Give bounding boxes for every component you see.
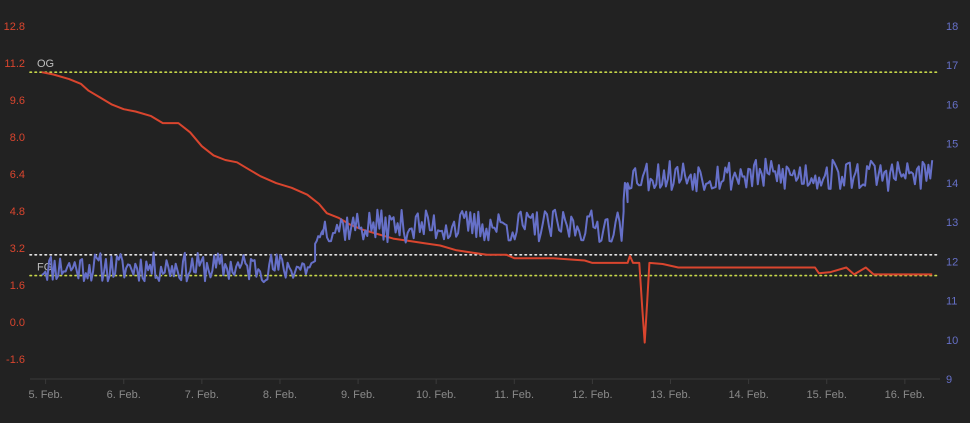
y-left-tick-label: 0.0 xyxy=(10,317,25,329)
y-right-tick-label: 15 xyxy=(946,139,958,151)
y-left-tick-label: -1.6 xyxy=(6,354,25,366)
x-tick-label: 7. Feb. xyxy=(185,389,219,401)
y-left-tick-label: 3.2 xyxy=(10,243,25,255)
x-tick-label: 15. Feb. xyxy=(807,389,847,401)
y-right-tick-label: 14 xyxy=(946,178,958,190)
y-left-tick-label: 9.6 xyxy=(10,95,25,107)
x-tick-label: 12. Feb. xyxy=(572,389,612,401)
y-right-tick-label: 12 xyxy=(946,256,958,268)
reference-line-label: OG xyxy=(37,58,54,70)
y-right-tick-label: 9 xyxy=(946,374,952,386)
x-tick-label: 8. Feb. xyxy=(263,389,297,401)
y-right-tick-label: 13 xyxy=(946,217,958,229)
y-left-tick-label: 1.6 xyxy=(10,280,25,292)
x-tick-label: 14. Feb. xyxy=(728,389,768,401)
y-left-tick-label: 6.4 xyxy=(10,169,25,181)
x-tick-label: 10. Feb. xyxy=(416,389,456,401)
x-tick-label: 16. Feb. xyxy=(885,389,925,401)
series-line xyxy=(41,157,934,284)
series-group xyxy=(41,71,934,344)
y-axis-left: 12.8 11.2 9.6 8.0 6.4 4.8 3.2 1.6 0.0 -1.6 xyxy=(4,21,25,366)
y-right-tick-label: 18 xyxy=(946,21,958,33)
x-tick-label: 6. Feb. xyxy=(107,389,141,401)
y-right-tick-label: 17 xyxy=(946,60,958,72)
x-tick-label: 11. Feb. xyxy=(495,389,535,401)
y-axis-right: 18 17 16 15 14 13 12 11 10 9 xyxy=(946,21,958,386)
y-right-tick-label: 10 xyxy=(946,335,958,347)
y-right-tick-label: 16 xyxy=(946,99,958,111)
y-left-tick-label: 8.0 xyxy=(10,132,25,144)
x-axis: 5. Feb. 6. Feb. 7. Feb. 8. Feb. 9. Feb. 10. F… xyxy=(28,379,925,401)
y-left-tick-label: 4.8 xyxy=(10,206,25,218)
y-left-tick-label: 11.2 xyxy=(4,58,25,70)
y-right-tick-label: 11 xyxy=(946,296,957,308)
x-tick-label: 9. Feb. xyxy=(341,389,375,401)
x-tick-label: 5. Feb. xyxy=(28,389,62,401)
x-tick-label: 13. Feb. xyxy=(650,389,690,401)
y-left-tick-label: 12.8 xyxy=(4,21,25,33)
series-line xyxy=(41,71,933,344)
